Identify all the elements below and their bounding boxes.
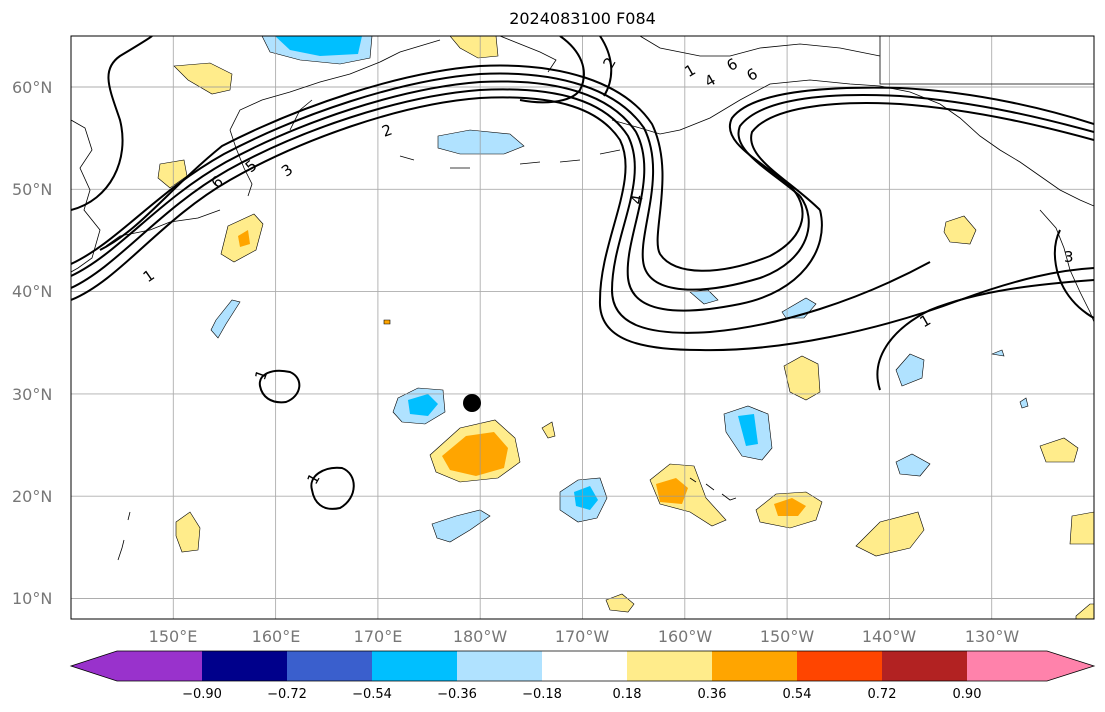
negative-anomaly-region [895, 453, 931, 477]
colorbar-segment [627, 651, 712, 681]
positive-anomaly-core [774, 498, 806, 516]
positive-anomaly-core [656, 478, 688, 504]
positive-anomaly-region [175, 511, 201, 553]
colorbar-tick: 0.36 [698, 687, 727, 702]
map-title: 2024083100 F084 [509, 9, 656, 28]
colorbar-segment [287, 651, 372, 681]
contour-line [1053, 229, 1094, 319]
positive-anomaly-core [442, 432, 508, 476]
contour-line [728, 86, 1094, 187]
colorbar-tick: 0.90 [953, 687, 982, 702]
contour-line [599, 36, 613, 97]
contour-line [876, 279, 1094, 391]
negative-anomaly-core [738, 414, 758, 446]
lon-label: 130°W [965, 627, 1020, 646]
colorbar-segment [797, 651, 882, 681]
lat-label: 60°N [12, 78, 52, 97]
contour-line [258, 369, 301, 404]
positive-anomaly-region [943, 215, 977, 245]
latitude-labels: 10°N 20°N 30°N 40°N 50°N 60°N [12, 78, 52, 608]
contour-line [310, 466, 355, 510]
contour-line [519, 36, 585, 104]
positive-anomaly-region [383, 319, 391, 325]
negative-anomaly-core [574, 486, 598, 510]
positive-anomaly-region [855, 511, 925, 557]
colorbar-tick: −0.18 [522, 687, 562, 702]
colorbar-segment [882, 651, 967, 681]
colorbar-ticks: −0.90 −0.72 −0.54 −0.36 −0.18 0.18 0.36 … [182, 687, 981, 702]
colorbar-segment [457, 651, 542, 681]
positive-anomaly-region [173, 62, 233, 95]
colorbar-segment [967, 651, 1047, 681]
positive-anomaly-region [541, 421, 556, 439]
contour-line [71, 72, 810, 291]
colorbar-segment [372, 651, 457, 681]
storm-position-marker [463, 394, 481, 412]
positive-anomaly-region [649, 463, 727, 527]
negative-anomaly-core [275, 36, 362, 56]
negative-anomaly-region [895, 353, 925, 387]
negative-anomaly-region [437, 129, 525, 155]
negative-anomaly-core [408, 394, 438, 416]
negative-anomaly-region [689, 289, 719, 305]
lon-label: 170°E [354, 627, 403, 646]
colorbar-extend-max [1047, 651, 1094, 681]
graticule [71, 36, 1094, 619]
lon-label: 180°W [453, 627, 508, 646]
colorbar-segment [542, 651, 627, 681]
colorbar-tick: −0.72 [267, 687, 307, 702]
positive-anomaly-region [449, 36, 499, 59]
contour-line [71, 88, 931, 334]
negative-anomaly-region [210, 299, 241, 339]
colorbar [69, 650, 1096, 682]
anomaly-shading [157, 36, 1094, 619]
jet-contours [71, 36, 1094, 510]
colorbar-tick: 0.18 [613, 687, 642, 702]
lat-label: 20°N [12, 487, 52, 506]
colorbar-tick: −0.36 [437, 687, 477, 702]
lat-label: 50°N [12, 180, 52, 199]
lon-label: 160°E [252, 627, 301, 646]
positive-anomaly-region [157, 159, 188, 189]
contour-line [71, 36, 153, 211]
colorbar-tick: −0.54 [352, 687, 392, 702]
positive-anomaly-region [783, 355, 821, 401]
colorbar-segment [202, 651, 287, 681]
contour-label: 3 [1064, 248, 1074, 266]
colorbar-extend-min [71, 651, 117, 681]
lon-label: 160°W [658, 627, 713, 646]
colorbar-segment [117, 651, 202, 681]
lon-label: 140°W [862, 627, 917, 646]
longitude-labels: 150°E 160°E 170°E 180°W 170°W 160°W 150°… [149, 627, 1020, 646]
negative-anomaly-region [1019, 397, 1029, 409]
positive-anomaly-region [1069, 511, 1094, 545]
lon-label: 150°W [760, 627, 815, 646]
lon-label: 170°W [555, 627, 610, 646]
colorbar-tick: 0.54 [783, 687, 812, 702]
positive-anomaly-region [1039, 437, 1079, 463]
colorbar-tick: 0.72 [868, 687, 897, 702]
contour-line [71, 96, 1094, 352]
positive-anomaly-core [238, 230, 250, 247]
lon-label: 150°E [149, 627, 198, 646]
lat-label: 40°N [12, 282, 52, 301]
map-frame [70, 35, 1095, 620]
colorbar-segment [712, 651, 797, 681]
colorbar-tick: −0.90 [182, 687, 222, 702]
coastlines [71, 36, 1094, 561]
negative-anomaly-region [990, 349, 1005, 357]
contour-label: 4 [627, 193, 646, 206]
contour-line [99, 64, 804, 272]
lat-label: 10°N [12, 589, 52, 608]
contour-line [71, 80, 823, 312]
lat-label: 30°N [12, 385, 52, 404]
contour-line [750, 102, 1094, 211]
